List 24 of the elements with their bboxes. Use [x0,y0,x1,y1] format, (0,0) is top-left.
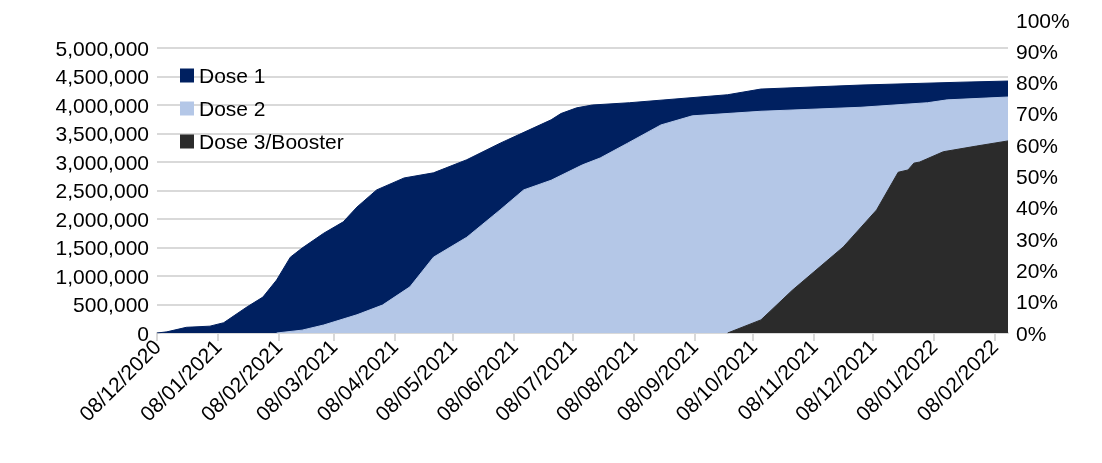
y2-tick-label: 40% [1016,196,1059,220]
legend-label: Dose 1 [199,64,266,87]
y-tick-label: 2,000,000 [55,207,149,231]
legend-label: Dose 2 [199,97,266,120]
y2-tick-label: 70% [1016,102,1059,126]
legend-label: Dose 3/Booster [199,130,344,153]
y2-tick-label: 80% [1016,71,1059,95]
y-tick-label: 4,000,000 [55,93,149,117]
y-tick-label: 500,000 [73,293,149,316]
y2-tick-label: 90% [1016,39,1059,63]
y2-tick-label: 10% [1016,290,1059,314]
y2-tick-label: 0% [1016,321,1047,345]
y-tick-label: 1,500,000 [55,236,149,259]
y-tick-label: 2,500,000 [55,179,149,202]
y2-tick-label: 20% [1016,258,1059,282]
y-tick-label: 1,000,000 [55,264,149,288]
y-tick-label: 5,000,000 [55,36,149,60]
y2-tick-label: 30% [1016,227,1059,251]
y-tick-label: 4,500,000 [55,65,149,88]
y-tick-label: 3,000,000 [55,150,149,174]
y2-tick-label: 100% [1016,8,1070,32]
y2-tick-label: 60% [1016,133,1059,157]
y-tick-label: 3,500,000 [55,122,149,145]
y2-tick-label: 50% [1016,165,1059,188]
